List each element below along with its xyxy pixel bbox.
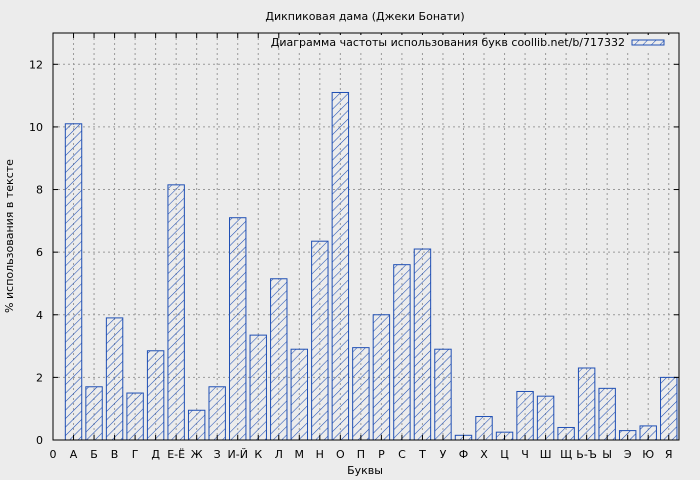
bars [64,91,678,440]
y-tick-label: 6 [36,246,43,259]
bar [249,334,267,440]
bar [208,386,226,440]
chart-title: Дикпиковая дама (Джеки Бонати) [265,10,464,23]
bar [557,426,575,440]
bar [126,392,144,440]
y-tick-label: 4 [36,309,43,322]
x-tick-label: Ц [500,448,509,461]
y-tick-label: 0 [36,434,43,447]
x-tick-label: А [70,448,78,461]
bar [413,248,432,440]
x-tick-label: Э [624,448,632,461]
bar [85,386,103,440]
x-tick-label: Г [132,448,139,461]
x-tick-label: Ш [540,448,552,461]
y-tick-label: 8 [36,184,43,197]
x-tick-label: К [254,448,262,461]
bar [146,350,165,440]
y-axis-label: % использования в тексте [3,159,16,313]
legend-box [284,35,676,50]
x-tick-label: Ь-Ъ [576,448,597,461]
x-tick-label: П [357,448,365,461]
gridlines [53,33,679,440]
y-axis-ticks: 0 2 4 6 8 10 12 [29,58,679,447]
x-tick-label: У [440,448,447,461]
x-tick-label: Я [665,448,673,461]
x-tick-label: О [336,448,345,461]
legend: Диаграмма частоты использования букв coo… [271,35,676,50]
bar [270,278,288,440]
bar [105,317,124,440]
bar [516,390,534,440]
x-tick-label: Л [275,448,283,461]
x-tick-label: Ф [459,448,468,461]
bar [167,184,185,440]
bar [290,348,309,440]
bar [229,217,247,440]
x-tick-label: 0 [50,448,57,461]
x-tick-label: Х [480,448,488,461]
x-tick-label: М [295,448,305,461]
bar [352,347,370,440]
x-tick-label: Ж [191,448,203,461]
bar [660,376,678,440]
x-tick-label: Н [316,448,324,461]
x-tick-label: Ы [602,448,612,461]
legend-swatch [631,39,665,46]
x-tick-label: И-Й [228,448,248,461]
bar [536,395,555,440]
bar [393,264,411,440]
bar [311,240,329,440]
bar [64,123,83,440]
y-tick-label: 12 [29,58,43,71]
bar [598,387,616,440]
x-tick-label: Ч [521,448,529,461]
y-tick-label: 10 [29,121,43,134]
legend-label: Диаграмма частоты использования букв coo… [271,36,625,49]
x-tick-label: Щ [560,448,572,461]
y-tick-label: 2 [36,371,43,384]
bar [331,91,350,440]
x-tick-label: В [111,448,119,461]
plot-frame [52,32,680,441]
x-tick-label: С [398,448,406,461]
x-tick-label: Ю [642,448,654,461]
x-tick-label: Т [418,448,426,461]
x-tick-label: Р [378,448,385,461]
bar [434,348,452,440]
x-axis-label: Буквы [347,464,383,477]
bar [577,367,596,440]
bar [372,314,391,440]
x-tick-label: Д [151,448,160,461]
x-tick-label: Е-Ё [167,448,185,461]
x-tick-label: З [214,448,221,461]
x-axis-ticks: 0 А Б В Г Д Е-Ё Ж З И-Й К Л М Н О П Р С Т У Ф Х Ц Ч Ш Щ Ь-Ъ Ы Э Ю Я [50,33,673,461]
x-tick-label: Б [90,448,98,461]
